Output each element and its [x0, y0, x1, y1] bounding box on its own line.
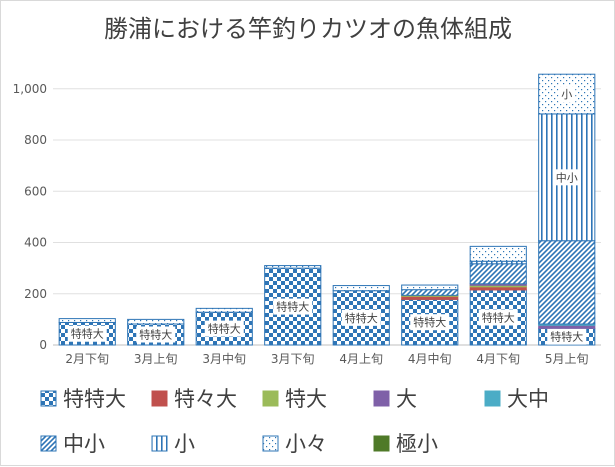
legend-swatch [40, 390, 57, 407]
bar-segment [58, 318, 116, 323]
y-tick-label: 600 [24, 184, 47, 198]
legend-swatch [151, 390, 168, 407]
y-tick-label: 800 [24, 133, 47, 147]
data-label-bg [410, 314, 450, 331]
bar-segment [401, 284, 459, 291]
data-label-bg [547, 328, 587, 345]
data-label: 小 [561, 88, 572, 101]
data-label-bg [478, 309, 518, 326]
legend-swatch [40, 435, 57, 452]
y-tick-label: 1,000 [13, 82, 47, 96]
x-tick-label: 3月上旬 [134, 352, 178, 366]
data-label: 特特大 [345, 311, 378, 325]
bar-segment [195, 307, 253, 313]
data-label: 特特大 [71, 327, 104, 341]
data-label-bg [67, 325, 107, 342]
data-label-bg [341, 309, 381, 326]
legend-swatch [373, 390, 390, 407]
x-tick-label: 4月上旬 [339, 352, 383, 366]
legend-swatch [262, 390, 279, 407]
x-tick-label: 3月中旬 [202, 351, 246, 366]
data-label: 中小 [556, 171, 578, 184]
data-label-bg [136, 326, 176, 343]
legend-swatch [373, 435, 390, 452]
legend-swatch [262, 435, 279, 452]
legend-label: 大 [396, 387, 417, 411]
legend-label: 小々 [285, 432, 327, 456]
x-tick-label: 4月中旬 [408, 351, 452, 366]
legend-label: 特々大 [174, 387, 237, 411]
x-tick-label: 5月上旬 [545, 352, 589, 366]
bar-segment [127, 318, 185, 325]
y-axis: 0 200 400 600 800 1,000 [13, 82, 47, 352]
data-label: 特特大 [550, 330, 583, 344]
data-label: 特特大 [482, 310, 515, 324]
legend-swatch [151, 435, 168, 452]
legend-label: 中小 [63, 432, 105, 456]
bar-segment [401, 289, 459, 296]
y-tick-label: 400 [24, 236, 47, 250]
data-label: 特特大 [413, 315, 446, 329]
x-axis: 2月下旬 3月上旬 3月中旬 3月下旬 4月上旬 4月中旬 4月下旬 5月上旬 [65, 351, 588, 366]
y-tick-label: 200 [24, 287, 47, 301]
legend-swatch [484, 390, 501, 407]
y-tick-label: 0 [39, 338, 47, 352]
legend-label: 特特大 [63, 387, 126, 411]
bar-segment [264, 265, 322, 269]
data-label: 特特大 [276, 300, 309, 314]
x-tick-label: 2月下旬 [65, 352, 109, 366]
legend-label: 極小 [396, 432, 438, 456]
data-label-bg [273, 298, 313, 315]
bar-segment [332, 285, 390, 292]
x-tick-label: 4月下旬 [476, 352, 520, 366]
bar-segment [469, 263, 527, 285]
legend-label: 大中 [507, 387, 549, 411]
data-label-bg [552, 169, 581, 186]
legend-label: 特大 [285, 387, 327, 411]
data-label: 特特大 [208, 322, 241, 336]
data-label-bg [558, 86, 576, 103]
bar-segment [538, 240, 596, 325]
data-label: 特特大 [139, 327, 172, 341]
bar-segment [469, 245, 527, 262]
x-tick-label: 3月下旬 [271, 352, 315, 366]
legend-label: 小 [174, 432, 195, 456]
data-label-bg [204, 320, 244, 337]
chart-title: 勝浦における竿釣りカツオの魚体組成 [104, 15, 512, 43]
